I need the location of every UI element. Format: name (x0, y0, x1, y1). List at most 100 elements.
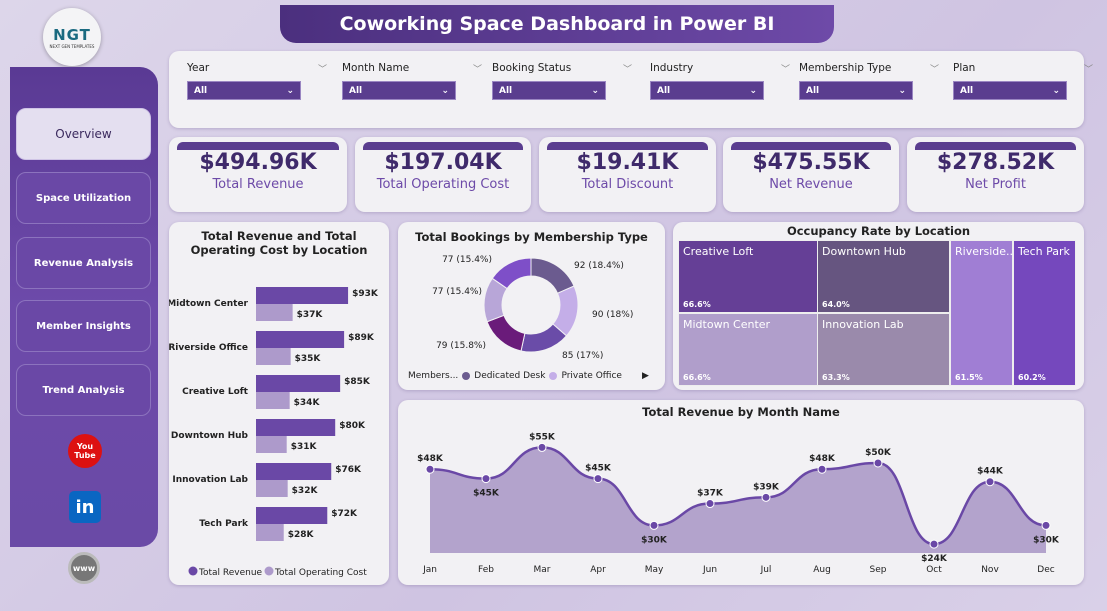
kpi-value: $475.55K (752, 150, 870, 175)
revenue-bar[interactable] (256, 287, 349, 304)
filter-month-name: Month Name ﹀ All ⌄ (342, 62, 492, 100)
x-tick-label: Sep (870, 565, 887, 575)
legend-title: Members... (408, 371, 459, 381)
data-point[interactable] (817, 464, 827, 474)
website-globe-icon[interactable]: www (68, 552, 100, 584)
cost-bar[interactable] (256, 524, 284, 541)
filter-membership-type: Membership Type ﹀ All ⌄ (799, 62, 949, 100)
treemap-tile[interactable]: Innovation Lab 63.3% (817, 313, 950, 386)
collapse-chevron-icon[interactable]: ﹀ (780, 65, 790, 75)
collapse-chevron-icon[interactable]: ﹀ (929, 65, 939, 75)
treemap-tile[interactable]: Tech Park 60.2% (1013, 240, 1076, 386)
revenue-bar[interactable] (256, 419, 336, 436)
x-tick-label: Jan (422, 565, 437, 575)
treemap-tile[interactable]: Downtown Hub 64.0% (817, 240, 950, 313)
revenue-bar[interactable] (256, 463, 332, 480)
slice-label: 85 (17%) (562, 351, 603, 361)
data-label: $48K (809, 454, 836, 464)
data-label: $80K (339, 421, 366, 431)
kpi-card: $197.04K Total Operating Cost (355, 137, 531, 212)
nav-member-insights[interactable]: Member Insights (16, 300, 151, 352)
data-label: $37K (697, 489, 724, 499)
chevron-down-icon: ⌄ (441, 85, 449, 96)
cost-bar[interactable] (256, 304, 293, 321)
cost-bar[interactable] (256, 392, 290, 409)
kpi-value: $278.52K (936, 150, 1055, 175)
linkedin-icon[interactable]: in (69, 491, 101, 523)
kpi-label: Total Operating Cost (376, 177, 510, 192)
data-point[interactable] (649, 520, 659, 530)
cost-bar[interactable] (256, 348, 291, 365)
category-label: Innovation Lab (172, 475, 248, 485)
filter-dropdown[interactable]: All ⌄ (650, 81, 764, 100)
data-label: $35K (295, 354, 322, 364)
data-point[interactable] (425, 464, 435, 474)
legend-item: Dedicated Desk (474, 371, 546, 381)
kpi-accent-bar (731, 142, 891, 150)
filter-dropdown[interactable]: All ⌄ (492, 81, 606, 100)
data-label: $32K (292, 486, 319, 496)
x-tick-label: Oct (926, 565, 942, 575)
filter-label: Month Name (342, 62, 410, 74)
x-tick-label: Feb (478, 565, 494, 575)
legend-next-arrow-icon[interactable]: ▶ (641, 371, 649, 381)
bar-chart: Midtown Center $93K $37K Riverside Office $8… (169, 287, 379, 578)
data-point[interactable] (537, 442, 547, 452)
chevron-down-icon: ⌄ (898, 85, 906, 96)
collapse-chevron-icon[interactable]: ﹀ (472, 65, 482, 75)
data-label: $89K (348, 333, 375, 343)
revenue-bar[interactable] (256, 331, 345, 348)
ngt-logo: NGT NEXT GEN TEMPLATES (43, 8, 101, 66)
nav-revenue-analysis[interactable]: Revenue Analysis (16, 237, 151, 289)
treemap-tile[interactable]: Riverside... 61.5% (950, 240, 1017, 386)
data-point[interactable] (761, 492, 771, 502)
cost-bar[interactable] (256, 436, 287, 453)
collapse-chevron-icon[interactable]: ﹀ (622, 65, 632, 75)
filter-dropdown[interactable]: All ⌄ (187, 81, 301, 100)
donut-slice[interactable] (530, 257, 575, 294)
data-point[interactable] (705, 499, 715, 509)
donut-slice[interactable] (491, 257, 532, 290)
data-point[interactable] (593, 474, 603, 484)
tile-label: Creative Loft (683, 245, 754, 258)
filter-dropdown[interactable]: All ⌄ (342, 81, 456, 100)
data-label: $30K (1033, 535, 1060, 545)
revenue-bar[interactable] (256, 507, 328, 524)
filter-value: All (960, 85, 974, 96)
youtube-icon[interactable]: You Tube (68, 434, 102, 468)
filter-dropdown[interactable]: All ⌄ (799, 81, 913, 100)
filter-label: Year (187, 62, 210, 74)
tile-label: Downtown Hub (822, 245, 906, 258)
chevron-down-icon: ⌄ (1052, 85, 1060, 96)
filter-industry: Industry ﹀ All ⌄ (650, 62, 800, 100)
nav-overview[interactable]: Overview (16, 108, 151, 160)
tile-value: 66.6% (683, 300, 711, 309)
tile-value: 61.5% (955, 373, 983, 382)
treemap-tile[interactable]: Creative Loft 66.6% (678, 240, 818, 313)
kpi-value: $494.96K (199, 150, 317, 175)
cost-bar[interactable] (256, 480, 288, 497)
kpi-label: Net Profit (965, 177, 1026, 192)
treemap-tile[interactable]: Midtown Center 66.6% (678, 313, 818, 386)
nav-space-utilization[interactable]: Space Utilization (16, 172, 151, 224)
donut-slice[interactable] (486, 314, 526, 352)
kpi-accent-bar (547, 142, 708, 150)
slice-label: 90 (18%) (592, 310, 633, 320)
category-label: Tech Park (199, 519, 249, 529)
kpi-card: $19.41K Total Discount (539, 137, 716, 212)
kpi-value: $19.41K (576, 150, 679, 175)
data-point[interactable] (929, 539, 939, 549)
tile-value: 64.0% (822, 300, 850, 309)
data-label: $72K (331, 509, 358, 519)
data-point[interactable] (985, 477, 995, 487)
filter-label: Membership Type (799, 62, 892, 74)
filter-dropdown[interactable]: All ⌄ (953, 81, 1067, 100)
data-point[interactable] (1041, 520, 1051, 530)
nav-trend-analysis[interactable]: Trend Analysis (16, 364, 151, 416)
data-point[interactable] (481, 474, 491, 484)
data-point[interactable] (873, 458, 883, 468)
collapse-chevron-icon[interactable]: ﹀ (1083, 65, 1093, 75)
chart-title: Total Revenue by Month Name (642, 405, 840, 419)
revenue-bar[interactable] (256, 375, 341, 392)
collapse-chevron-icon[interactable]: ﹀ (317, 65, 327, 75)
